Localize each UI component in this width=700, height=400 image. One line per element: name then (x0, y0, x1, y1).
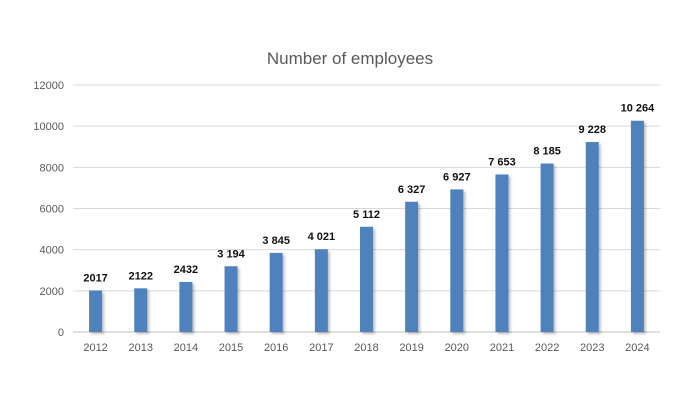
y-tick-label: 6000 (40, 204, 64, 216)
bar (314, 249, 328, 332)
bar (585, 142, 599, 332)
data-label: 6 327 (398, 184, 426, 196)
y-tick-label: 8000 (40, 162, 64, 174)
data-label: 2017 (83, 272, 107, 284)
x-tick-label: 2015 (219, 342, 243, 354)
bar (540, 163, 554, 332)
data-label: 2432 (174, 264, 198, 276)
data-label: 4 021 (308, 231, 336, 243)
x-tick-label: 2014 (174, 342, 198, 354)
bar (405, 201, 419, 332)
data-label: 3 194 (217, 248, 245, 260)
y-tick-label: 10000 (33, 121, 64, 133)
bar (179, 281, 193, 332)
x-tick-label: 2016 (264, 342, 288, 354)
bar (224, 266, 238, 332)
bar (89, 290, 103, 332)
x-tick-label: 2020 (445, 342, 469, 354)
bar (630, 120, 644, 332)
x-tick-label: 2019 (399, 342, 423, 354)
x-tick-label: 2017 (309, 342, 333, 354)
data-label: 8 185 (533, 146, 561, 158)
bar (134, 288, 148, 332)
y-axis-ticks: 0 2000 4000 6000 8000 10000 12000 (33, 80, 64, 339)
x-tick-label: 2018 (354, 342, 378, 354)
data-label: 7 653 (488, 156, 516, 168)
bar (360, 226, 373, 332)
data-label: 10 264 (621, 103, 656, 115)
y-tick-label: 0 (58, 327, 64, 339)
data-label: 9 228 (579, 124, 607, 136)
bar (450, 189, 464, 332)
data-label: 6 927 (443, 171, 471, 183)
data-labels: 2017 2122 2432 3 194 3 845 4 021 5 112 6 327 6 9… (83, 103, 655, 285)
data-label: 3 845 (262, 235, 290, 247)
y-tick-label: 2000 (40, 286, 64, 298)
y-tick-label: 4000 (40, 245, 64, 257)
x-tick-label: 2024 (625, 342, 649, 354)
y-tick-label: 12000 (33, 80, 64, 92)
x-tick-label: 2012 (83, 342, 107, 354)
chart-title: Number of employees (267, 49, 433, 68)
data-label: 2122 (128, 270, 152, 282)
bar (269, 252, 283, 332)
x-axis-ticks: 2012 2013 2014 2015 2016 2017 2018 2019 2020 2021… (83, 342, 649, 354)
bars (89, 120, 644, 332)
x-tick-label: 2021 (490, 342, 514, 354)
bar (495, 174, 509, 332)
x-tick-label: 2013 (128, 342, 152, 354)
x-tick-label: 2023 (580, 342, 604, 354)
data-label: 5 112 (353, 209, 380, 221)
x-tick-label: 2022 (535, 342, 559, 354)
